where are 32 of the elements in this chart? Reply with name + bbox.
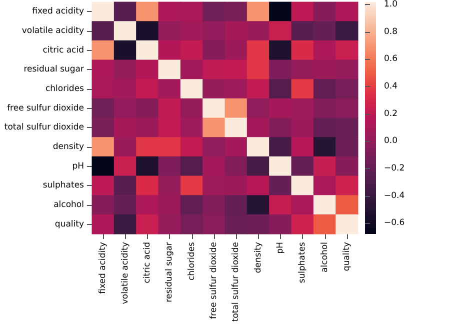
y-tick-label: citric acid (42, 45, 84, 56)
y-tick-label: total sulfur dioxide (4, 122, 84, 133)
color-bar-label: 0.0 (384, 136, 398, 146)
x-tick-label: quality (342, 242, 352, 272)
color-bar-label: 0.4 (384, 81, 398, 92)
y-tick-label: fixed acidity (32, 6, 84, 17)
x-tick-label: alcohol (320, 242, 330, 272)
color-bar-label: 0.6 (384, 54, 398, 64)
y-tick-label: sulphates (42, 180, 85, 191)
x-tick-label: sulphates (298, 241, 308, 284)
y-tick-label: pH (72, 161, 84, 172)
color-bar-label: 1.0 (384, 0, 398, 10)
x-tick-label: citric acid (142, 242, 152, 284)
x-tick-label: residual sugar (164, 241, 175, 302)
color-bar-label: −0.6 (384, 218, 405, 228)
color-bar-label: −0.4 (384, 190, 405, 201)
x-tick-label: density (253, 242, 264, 274)
color-bar-label: −0.2 (384, 163, 405, 174)
y-tick-label: density (52, 142, 84, 152)
x-tick-label: volatile acidity (120, 242, 130, 304)
x-tick-label: pH (275, 242, 286, 254)
y-tick-label: chlorides (45, 84, 85, 94)
x-tick-label: chlorides (186, 241, 197, 281)
y-tick-label: free sulfur dioxide (7, 103, 84, 114)
y-tick-label: alcohol (54, 200, 84, 210)
color-bar-label: 0.2 (384, 108, 398, 119)
y-tick-label: quality (54, 219, 84, 230)
color-bar-label: 0.8 (384, 26, 398, 37)
y-tick-label: residual sugar (24, 64, 85, 75)
x-tick-label: total sulfur dioxide (231, 242, 242, 322)
x-tick-label: free sulfur dioxide (208, 242, 219, 319)
y-tick-label: volatile acidity (22, 26, 84, 36)
